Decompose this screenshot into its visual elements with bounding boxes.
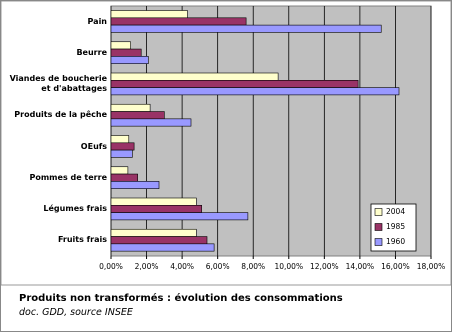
x-tick-label: 0,00% — [99, 262, 123, 271]
bar — [110, 118, 192, 127]
bar — [110, 135, 130, 144]
legend-swatch — [374, 223, 383, 231]
x-tick-label: 10,00% — [274, 262, 303, 271]
bar — [110, 10, 188, 19]
bar — [110, 17, 247, 26]
legend-label: 2004 — [386, 207, 405, 216]
bar — [110, 236, 208, 245]
bar — [110, 56, 149, 64]
bar — [110, 103, 151, 112]
bar — [110, 24, 382, 33]
bar — [110, 111, 165, 120]
y-tick-label: Viandes de boucherie et d'abattages — [9, 74, 107, 94]
chart-subtitle: doc. GDD, source INSEE — [19, 307, 133, 318]
legend-label: 1985 — [386, 222, 405, 231]
x-tick-label: 4,00% — [170, 262, 194, 271]
y-tick-label: Pommes de terre — [29, 172, 107, 182]
bar — [110, 166, 129, 175]
bar — [110, 212, 249, 221]
bar — [110, 48, 142, 57]
x-tick-label: 14,00% — [346, 262, 375, 271]
x-tick-label: 6,00% — [206, 262, 230, 271]
bar — [110, 173, 138, 182]
bar — [110, 87, 400, 96]
legend-swatch — [374, 208, 383, 216]
y-tick-label: OEufs — [80, 141, 107, 151]
bar — [110, 149, 133, 158]
y-tick-label: Légumes frais — [43, 204, 107, 214]
x-tick-label: 2,00% — [135, 262, 159, 271]
bar — [110, 205, 202, 213]
y-tick-label: Pain — [87, 16, 107, 26]
legend-swatch — [374, 238, 383, 246]
x-tick-label: 12,00% — [310, 262, 339, 271]
bar — [110, 41, 131, 50]
y-tick-label: Fruits frais — [57, 235, 107, 245]
bar — [110, 80, 359, 88]
y-tick-label: Produits de la pêche — [14, 110, 107, 120]
bar — [110, 72, 279, 81]
legend-label: 1960 — [386, 237, 405, 246]
bar — [110, 243, 215, 252]
x-tick-label: 8,00% — [241, 262, 265, 271]
bar — [110, 181, 160, 189]
chart-title: Produits non transformés : évolution des… — [19, 293, 343, 304]
bar — [110, 197, 197, 206]
bar — [110, 142, 135, 151]
y-tick-label: Beurre — [76, 47, 107, 57]
x-tick-label: 18,00% — [417, 262, 446, 271]
bar — [110, 228, 197, 237]
x-tick-label: 16,00% — [381, 262, 410, 271]
